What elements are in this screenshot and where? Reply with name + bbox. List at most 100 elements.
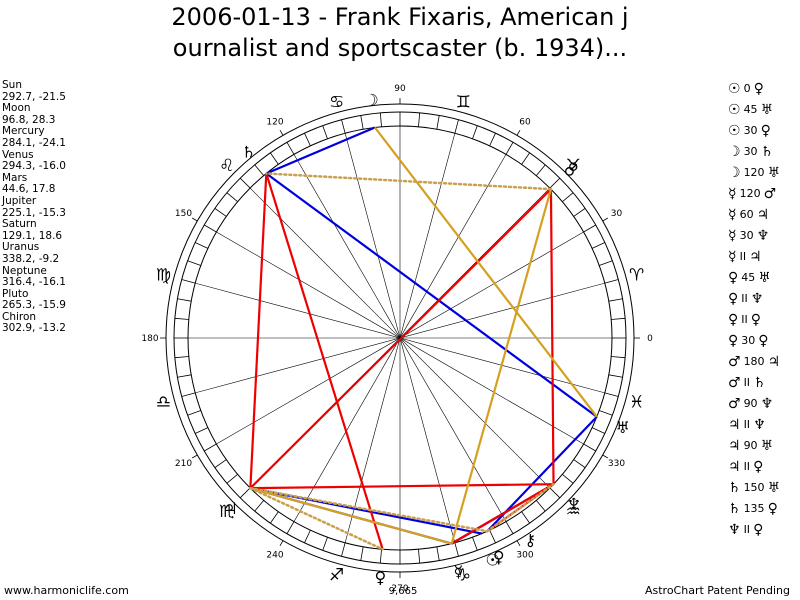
aspect-planet-2-glyph: ♀ bbox=[753, 521, 764, 538]
chart-title: 2006-01-13 - Frank Fixaris, American j o… bbox=[171, 3, 629, 62]
degree-tick bbox=[599, 410, 613, 416]
sign-sagittarius-icon: ♐ bbox=[329, 566, 344, 586]
aspect-list: ☉ 0 ♀ ☉ 45 ♅ ☉ 30 ♀ ☽ 30 ♄ ☽ 120 ♅ ☿ 120 ♂ ☿ 60 ♃ ☿ 30 ♆ ☿ II ♃ ♀ 45… bbox=[728, 78, 800, 540]
planet-name-uranus: Uranus bbox=[2, 241, 40, 254]
aspect-row: ☽ 30 ♄ bbox=[728, 141, 800, 162]
degree-tick bbox=[254, 500, 265, 512]
degree-tick bbox=[360, 546, 364, 561]
degree-tick bbox=[226, 473, 238, 484]
degree-tick bbox=[489, 133, 496, 147]
aspect-line bbox=[249, 188, 552, 489]
planet-coords-mars: 44.6, 17.8 bbox=[2, 183, 56, 196]
aspect-planet-2-glyph: ♅ bbox=[760, 437, 774, 454]
aspect-row: ☽ 120 ♅ bbox=[728, 162, 800, 183]
degree-label: 90 bbox=[394, 84, 406, 94]
aspect-line bbox=[549, 189, 555, 485]
degree-tick bbox=[322, 125, 328, 139]
sign-virgo-icon: ♍ bbox=[156, 266, 171, 286]
aspect-value: 30 bbox=[741, 334, 756, 347]
sign-libra-icon: ♎ bbox=[156, 392, 171, 412]
degree-label: 240 bbox=[266, 551, 283, 561]
division-tick bbox=[279, 540, 284, 547]
degree-tick bbox=[181, 392, 196, 397]
degree-tick bbox=[549, 177, 561, 189]
aspect-planet-2-glyph: ♅ bbox=[760, 101, 774, 118]
aspect-planet-2-glyph: ♆ bbox=[760, 395, 774, 412]
aspect-planet-2-glyph: ♅ bbox=[758, 269, 771, 286]
division-tick bbox=[191, 454, 198, 459]
degree-tick bbox=[591, 427, 605, 434]
planet-name-mercury: Mercury bbox=[2, 125, 45, 138]
aspect-planet-2-glyph: ♅ bbox=[767, 164, 781, 181]
aspect-line bbox=[249, 486, 384, 551]
aspect-line bbox=[451, 483, 555, 545]
aspect-row: ☿ 120 ♂ bbox=[728, 183, 800, 204]
sign-gemini-icon: ♊ bbox=[456, 92, 471, 112]
degree-tick bbox=[341, 119, 346, 134]
degree-tick bbox=[472, 537, 478, 551]
degree-tick bbox=[204, 224, 217, 233]
aspect-value: II bbox=[739, 250, 747, 263]
division-tick bbox=[191, 217, 198, 222]
aspect-row: ♀ II ♆ bbox=[728, 288, 800, 309]
aspect-row: ♂ II ♄ bbox=[728, 372, 800, 393]
aspect-value: 45 bbox=[741, 271, 756, 284]
aspect-planet-1-glyph: ♀ bbox=[728, 332, 739, 349]
aspect-row: ☉ 30 ♀ bbox=[728, 120, 800, 141]
degree-tick bbox=[286, 521, 295, 534]
degree-tick bbox=[214, 208, 227, 217]
planet-name-venus: Venus bbox=[2, 148, 34, 161]
aspect-value: 90 bbox=[743, 397, 758, 410]
aspect-planet-1-glyph: ☉ bbox=[728, 122, 741, 139]
degree-label: 270 bbox=[391, 584, 408, 594]
sign-scorpio-icon: ♏ bbox=[219, 502, 234, 522]
degree-tick bbox=[239, 177, 251, 189]
aspect-planet-1-glyph: ☉ bbox=[728, 101, 741, 118]
degree-tick bbox=[608, 298, 623, 302]
sign-taurus-icon: ♉ bbox=[566, 156, 581, 176]
aspect-line bbox=[485, 482, 555, 533]
degree-tick bbox=[379, 112, 382, 127]
degree-tick bbox=[304, 529, 311, 543]
aspect-value: 120 bbox=[739, 187, 761, 200]
degree-tick bbox=[204, 443, 217, 452]
planet-name-neptune: Neptune bbox=[2, 264, 47, 277]
sign-capricorn-icon: ♑ bbox=[456, 566, 471, 586]
degree-tick bbox=[322, 537, 328, 551]
aspect-row: ♀ 30 ♀ bbox=[728, 330, 800, 351]
planet-venus-icon: ♀ bbox=[493, 548, 505, 567]
aspect-value: II bbox=[743, 523, 751, 536]
degree-tick bbox=[177, 298, 192, 302]
aspect-planet-2-glyph: ♂ bbox=[763, 185, 777, 202]
aspect-value: II bbox=[741, 292, 748, 305]
degree-tick bbox=[436, 546, 440, 561]
aspect-value: 30 bbox=[743, 145, 758, 158]
degree-tick bbox=[562, 473, 574, 484]
degree-label: 210 bbox=[175, 459, 192, 469]
aspect-planet-2-glyph: ♀ bbox=[753, 80, 764, 97]
degree-tick bbox=[214, 459, 227, 468]
planet-coords-chiron: 302.9, -13.2 bbox=[2, 322, 66, 335]
planet-positions-list: Sun 292.7, -21.5 Moon 96.8, 28.3 Mercury 284.… bbox=[2, 79, 66, 335]
planet-sun-icon: ☉ bbox=[485, 550, 499, 569]
aspect-line bbox=[265, 172, 553, 191]
footer-website[interactable]: www.harmoniclife.com bbox=[4, 584, 129, 597]
aspect-planet-1-glyph: ☿ bbox=[728, 185, 737, 202]
planet-mars-icon: ♂ bbox=[564, 160, 578, 179]
degree-tick bbox=[187, 410, 201, 416]
degree-tick bbox=[562, 192, 574, 203]
degree-tick bbox=[341, 542, 346, 557]
aspect-row: ♀ 45 ♅ bbox=[728, 267, 800, 288]
aspect-value: 60 bbox=[739, 208, 754, 221]
degree-tick bbox=[195, 427, 209, 434]
aspect-planet-1-glyph: ♂ bbox=[728, 395, 741, 412]
aspect-planet-2-glyph: ♅ bbox=[767, 479, 781, 496]
degree-tick bbox=[270, 152, 279, 165]
aspect-planet-1-glyph: ☽ bbox=[728, 164, 741, 181]
degree-tick bbox=[226, 192, 238, 203]
degree-tick bbox=[177, 374, 192, 378]
aspect-planet-2-glyph: ♀ bbox=[758, 332, 769, 349]
aspect-row: ☿ 60 ♃ bbox=[728, 204, 800, 225]
aspect-planet-1-glyph: ♆ bbox=[728, 521, 741, 538]
